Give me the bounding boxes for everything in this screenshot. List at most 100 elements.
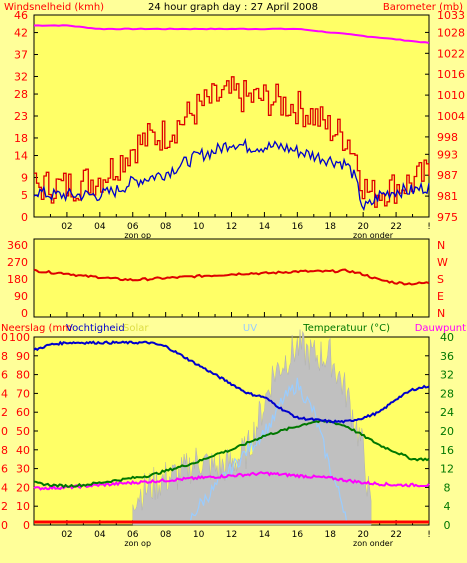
x-tick-label: 06 xyxy=(127,530,139,540)
barometer-line xyxy=(33,24,430,44)
barometer-tick-label: 1022 xyxy=(437,47,465,60)
x-tick-label: 14 xyxy=(259,530,271,540)
temperature-tick-label: 40 xyxy=(440,331,454,344)
compass-tick-label: N xyxy=(437,239,445,252)
rain-tick-label: 2 xyxy=(1,500,8,513)
rain-tick-label: 18 xyxy=(0,350,8,363)
compass-tick-label: S xyxy=(437,273,444,286)
barometer-tick-label: 981 xyxy=(437,190,458,203)
barometer-tick-label: 975 xyxy=(437,211,458,224)
humidity-tick-label: 20 xyxy=(16,481,30,494)
uv-axis-label: UV xyxy=(243,323,257,334)
x-tick-label: 08 xyxy=(160,222,172,232)
solar-axis-label: Solar xyxy=(123,323,149,334)
sunrise-label: zon op xyxy=(124,231,151,240)
x-tick-label: ! xyxy=(427,530,431,540)
temperature-tick-label: 28 xyxy=(440,387,454,400)
barometer-tick-label: 1004 xyxy=(437,110,465,123)
x-tick-label: 22 xyxy=(390,530,401,540)
x-tick-label: 12 xyxy=(226,222,237,232)
humidity-tick-label: 90 xyxy=(16,350,30,363)
x-tick-label: ! xyxy=(427,222,431,232)
x-tick-label: 04 xyxy=(94,222,106,232)
uv-line xyxy=(189,377,348,523)
x-tick-label: 16 xyxy=(292,530,304,540)
humidity-tick-label: 30 xyxy=(16,463,30,476)
sunrise-label: zon op xyxy=(124,539,151,548)
humidity-tick-label: 40 xyxy=(16,444,30,457)
compass-tick-label: E xyxy=(437,290,444,303)
humidity-line xyxy=(33,340,430,424)
x-tick-label: 10 xyxy=(193,222,205,232)
humidity-tick-label: 80 xyxy=(16,369,30,382)
humidity-tick-label: 60 xyxy=(16,406,30,419)
humidity-tick-label: 50 xyxy=(16,425,30,438)
rain-tick-label: 12 xyxy=(0,406,8,419)
x-tick-label: 02 xyxy=(61,222,72,232)
wind-gust-line xyxy=(34,76,430,208)
x-tick-label: 10 xyxy=(193,530,205,540)
x-tick-label: 16 xyxy=(292,222,304,232)
dewpoint-line xyxy=(33,471,430,491)
barometer-tick-label: 1010 xyxy=(437,89,465,102)
direction-tick-label: 0 xyxy=(21,307,28,320)
x-tick-label: 08 xyxy=(160,530,172,540)
rain-tick-label: 0 xyxy=(1,519,8,532)
temperature-tick-label: 20 xyxy=(440,425,454,438)
direction-tick-label: 360 xyxy=(7,239,28,252)
wind-axis-label: Windsnelheid (kmh) xyxy=(4,2,104,13)
wind-tick-label: 42 xyxy=(14,27,28,40)
x-tick-label: 20 xyxy=(357,530,369,540)
dewpoint-axis-label: Dauwpunt xyxy=(415,323,466,334)
rain-tick-label: 6 xyxy=(1,463,8,476)
x-tick-label: 18 xyxy=(325,530,337,540)
wind-tick-label: 23 xyxy=(14,110,28,123)
wind-tick-label: 0 xyxy=(21,211,28,224)
direction-tick-label: 90 xyxy=(14,290,28,303)
rain-tick-label: 8 xyxy=(1,444,8,457)
humidity-tick-label: 10 xyxy=(16,500,30,513)
rain-axis-label: Neerslag (mm xyxy=(1,323,72,334)
wind-tick-label: 46 xyxy=(14,9,28,22)
humidity-axis-label: Vochtigheid xyxy=(66,323,125,334)
sunset-label: zon onder xyxy=(353,231,394,240)
wind-tick-label: 32 xyxy=(14,70,28,83)
x-tick-label: 06 xyxy=(127,222,139,232)
temperature-line xyxy=(33,419,430,489)
wind-tick-label: 18 xyxy=(14,132,28,145)
wind-average-line xyxy=(33,137,430,212)
chart-title: 24 hour graph day : 27 April 2008 xyxy=(148,2,318,13)
compass-tick-label: N xyxy=(437,307,445,320)
x-tick-label: 18 xyxy=(325,222,337,232)
humidity-tick-label: 70 xyxy=(16,387,30,400)
sunset-label: zon onder xyxy=(353,539,394,548)
temperature-tick-label: 4 xyxy=(444,500,451,513)
barometer-tick-label: 1033 xyxy=(437,9,465,22)
temperature-axis-label: Temperatuur (°C) xyxy=(302,323,390,334)
temperature-tick-label: 0 xyxy=(444,519,451,532)
temperature-tick-label: 12 xyxy=(440,463,454,476)
wind-tick-label: 14 xyxy=(14,150,28,163)
x-tick-label: 02 xyxy=(61,530,72,540)
temperature-tick-label: 8 xyxy=(444,481,451,494)
wind-direction-line xyxy=(33,268,430,286)
wind-tick-label: 37 xyxy=(14,49,28,62)
compass-tick-label: W xyxy=(437,256,448,269)
barometer-tick-label: 993 xyxy=(437,148,458,161)
x-tick-label: 20 xyxy=(357,222,369,232)
wind-tick-label: 28 xyxy=(14,88,28,101)
humidity-tick-label: 0 xyxy=(23,519,30,532)
x-tick-label: 14 xyxy=(259,222,271,232)
temperature-tick-label: 16 xyxy=(440,444,454,457)
x-tick-label: 22 xyxy=(390,222,401,232)
rain-tick-label: 4 xyxy=(1,481,8,494)
barometer-tick-label: 1016 xyxy=(437,68,465,81)
rain-tick-label: 10 xyxy=(0,425,8,438)
temperature-tick-label: 36 xyxy=(440,350,454,363)
barometer-axis-label: Barometer (mb) xyxy=(383,2,463,13)
humidity-tick-label: 100 xyxy=(9,331,30,344)
rain-tick-label: 14 xyxy=(0,387,8,400)
temperature-tick-label: 32 xyxy=(440,369,454,382)
barometer-tick-label: 1028 xyxy=(437,26,465,39)
